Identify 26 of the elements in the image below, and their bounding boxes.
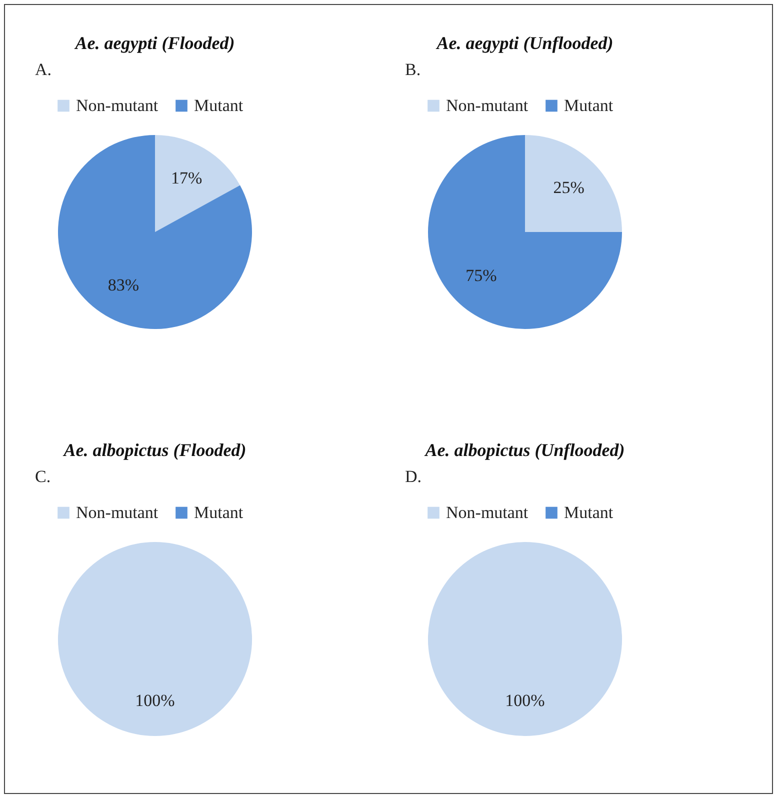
legend-label: Mutant <box>564 502 614 522</box>
pie-slice <box>525 135 622 232</box>
data-label: 25% <box>553 178 584 198</box>
legend-label: Non-mutant <box>446 502 528 522</box>
text: A. <box>35 60 52 79</box>
legend-label: Non-mutant <box>76 96 158 115</box>
data-label: 17% <box>170 168 202 188</box>
pie-slice <box>58 135 252 329</box>
text: C. <box>35 467 51 486</box>
legend-label: Mutant <box>564 96 614 115</box>
legend-label: Non-mutant <box>446 96 528 115</box>
legend-label: Mutant <box>194 502 244 522</box>
legend-label: Mutant <box>194 96 244 115</box>
text: D. <box>405 467 422 486</box>
data-label: 100% <box>135 691 175 710</box>
text: B. <box>405 60 421 79</box>
data-label: 83% <box>108 275 140 294</box>
chart-title: Ae. albopictus (Flooded) <box>62 440 246 460</box>
pie-slice <box>155 135 240 232</box>
chart-title: Ae. aegypti (Unflooded) <box>436 33 614 53</box>
data-label: 75% <box>466 266 497 285</box>
chart-title: Ae. aegypti (Flooded) <box>74 33 235 53</box>
chart-title: Ae. albopictus (Unflooded) <box>424 440 625 460</box>
legend-label: Non-mutant <box>76 502 158 522</box>
data-label: 100% <box>505 691 545 710</box>
pie-slice <box>428 135 622 329</box>
